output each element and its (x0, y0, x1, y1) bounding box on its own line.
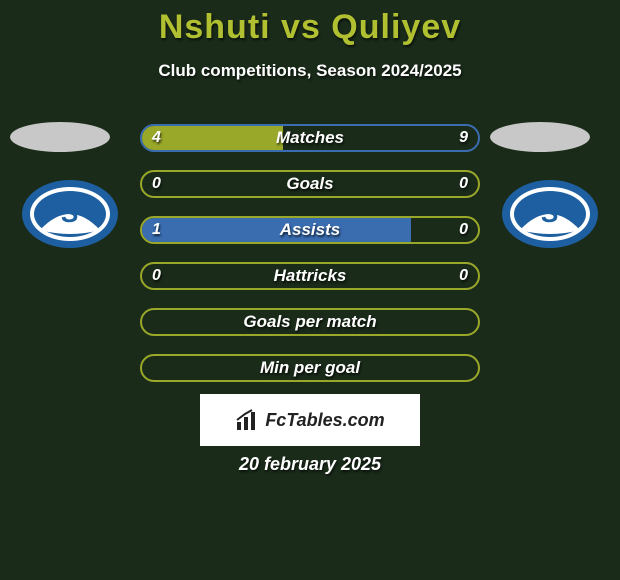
stat-value-right: 0 (459, 218, 468, 242)
stat-bar: Min per goal (140, 354, 480, 382)
stat-row-goals-per-match: Goals per match (140, 308, 480, 336)
stat-row-goals: Goals0 0 (140, 170, 480, 198)
chart-icon (235, 408, 259, 432)
club-badge-right: S (500, 178, 600, 250)
stat-row-assists: Assists1 0 (140, 216, 480, 244)
stat-value-right: 0 (459, 264, 468, 288)
stat-label: Min per goal (142, 356, 478, 380)
stat-bar: Goals0 0 (140, 170, 480, 198)
stat-label: Goals (142, 172, 478, 196)
stat-value-left: 1 (152, 218, 161, 242)
logo-text: FcTables.com (265, 410, 384, 431)
player-silhouette-right (490, 122, 590, 152)
stat-value-left: 0 (152, 172, 161, 196)
stat-label: Matches (142, 126, 478, 150)
stat-value-left: 4 (152, 126, 161, 150)
page-subtitle: Club competitions, Season 2024/2025 (0, 61, 620, 81)
stat-bar: Goals per match (140, 308, 480, 336)
fctables-logo: FcTables.com (200, 394, 420, 446)
stat-bar: Hattricks0 0 (140, 262, 480, 290)
player-silhouette-left (10, 122, 110, 152)
stat-bar: Matches4 9 (140, 124, 480, 152)
stat-label: Goals per match (142, 310, 478, 334)
page-title: Nshuti vs Quliyev (0, 0, 620, 47)
club-badge-left: S (20, 178, 120, 250)
stat-row-min-per-goal: Min per goal (140, 354, 480, 382)
stat-row-hattricks: Hattricks0 0 (140, 262, 480, 290)
stat-bar: Assists1 0 (140, 216, 480, 244)
stat-row-matches: Matches4 9 (140, 124, 480, 152)
stat-label: Assists (142, 218, 478, 242)
svg-text:S: S (61, 198, 79, 228)
stat-value-right: 0 (459, 172, 468, 196)
date-text: 20 february 2025 (0, 454, 620, 475)
stat-value-left: 0 (152, 264, 161, 288)
stat-value-right: 9 (459, 126, 468, 150)
stat-label: Hattricks (142, 264, 478, 288)
svg-text:S: S (541, 198, 559, 228)
